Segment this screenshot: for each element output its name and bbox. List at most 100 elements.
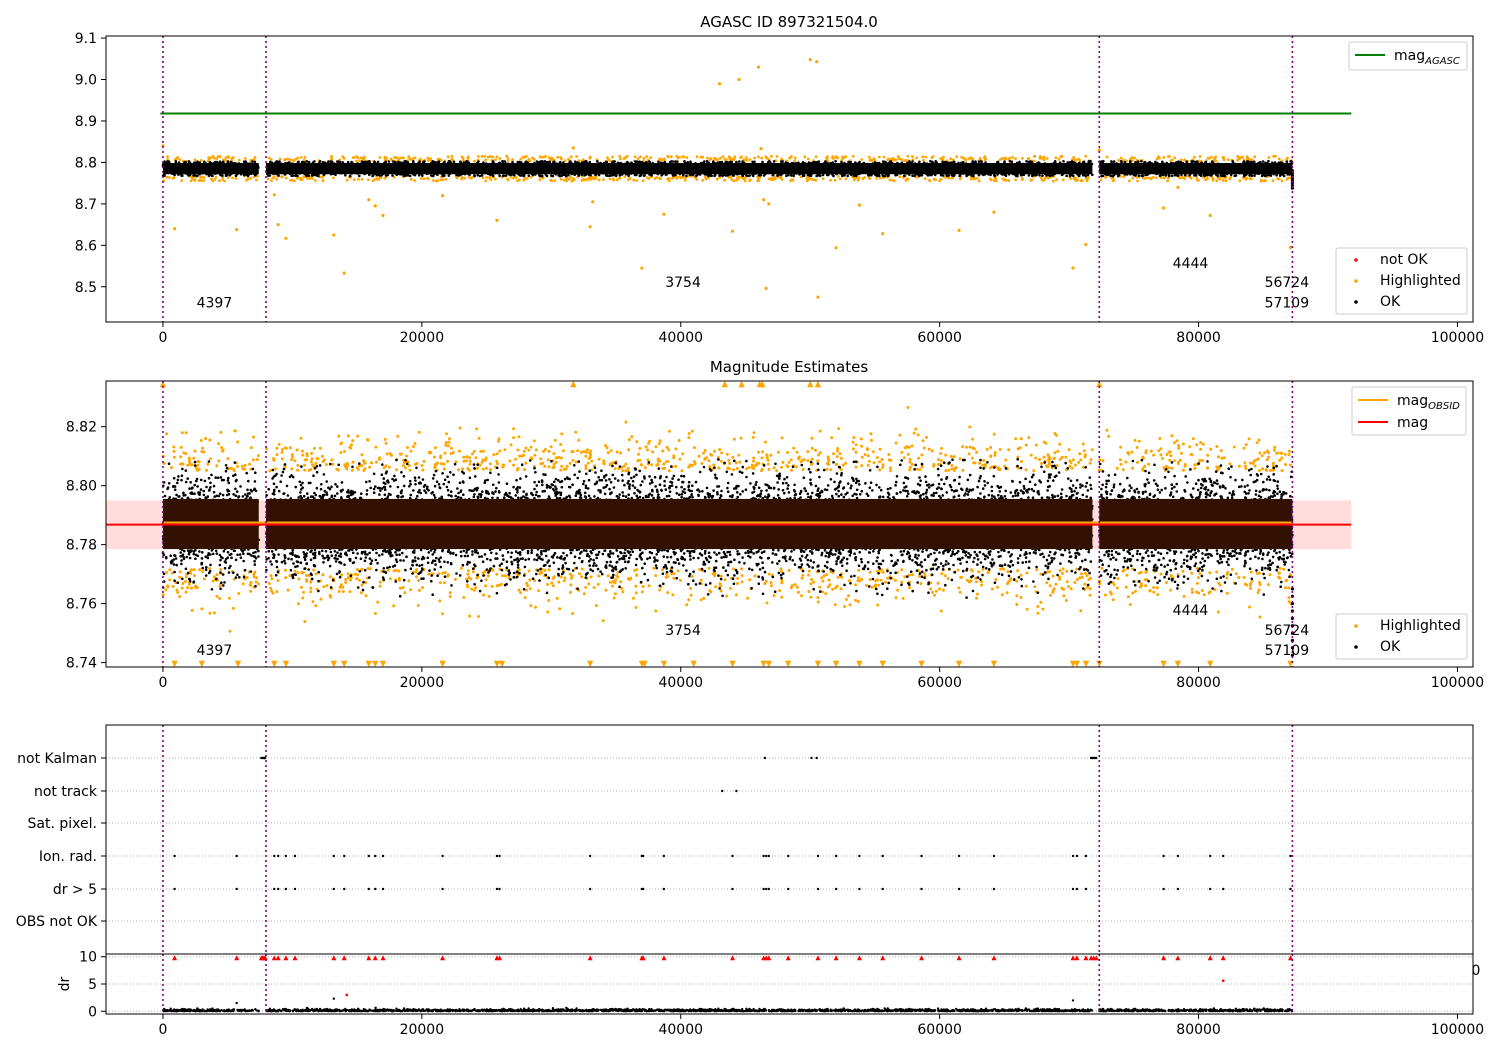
clipped-marker: [660, 660, 668, 667]
flag-category-label: dr > 5: [53, 882, 97, 898]
clipped-marker: [955, 660, 963, 667]
x-tick-label: 100000: [1431, 675, 1484, 691]
x-tick-label: 20000: [400, 675, 445, 691]
clipped-marker: [721, 381, 728, 388]
ok-tail-points: [1290, 169, 1294, 190]
clipped-marker: [759, 381, 766, 388]
flag-category-label: Ion. rad.: [39, 849, 97, 865]
clipped-marker: [690, 660, 697, 667]
dr-clipped-marker: [271, 955, 277, 961]
middle-legend-highlighted: Highlighted: [1380, 618, 1461, 634]
top-scatter-legend: not OK Highlighted OK: [1335, 247, 1468, 315]
dr-clipped-marker: [341, 955, 347, 961]
dr-clipped-marker: [956, 955, 962, 961]
dr-clipped-marker: [919, 955, 925, 961]
obsid-label: 4444: [1173, 256, 1209, 272]
clipped-marker: [1082, 660, 1090, 667]
dr-clipped-marker: [991, 955, 997, 961]
clipped-marker: [159, 381, 167, 388]
obsid-label: 56724: [1265, 275, 1310, 291]
y-tick-label: 9.1: [75, 31, 97, 47]
clipped-marker: [814, 660, 822, 667]
clipped-marker: [282, 660, 290, 667]
dr-clipped-marker: [1083, 955, 1089, 961]
top-legend-mag-label: mag: [1394, 48, 1425, 64]
flags-plot-area: [106, 725, 1473, 954]
y-tick-label: 8.78: [66, 538, 97, 554]
top-axes-frame: [105, 35, 1474, 323]
middle-panel: Magnitude Estimates 0 20000 40000 60000 8000…: [66, 358, 1484, 691]
clipped-marker: [807, 381, 814, 388]
clipped-marker: [832, 660, 840, 667]
dr-points: [162, 1006, 1294, 1013]
flag-category-label: OBS not OK: [16, 914, 98, 930]
dr-clipped-marker: [856, 955, 862, 961]
top-line-legend: magAGASC: [1348, 41, 1468, 71]
middle-y-axis: 8.74 8.76 8.78 8.80 8.82: [66, 420, 106, 672]
dr-clipped-marker: [815, 955, 821, 961]
flag-category-label: Sat. pixel.: [28, 816, 97, 832]
clipped-marker: [570, 381, 577, 388]
top-y-axis: 8.5 8.6 8.7 8.8 8.9 9.0 9.1: [75, 31, 106, 296]
obsid-label: 3754: [665, 623, 701, 639]
top-chart-title: AGASC ID 897321504.0: [700, 13, 878, 31]
x-tick-label: 100000: [1431, 330, 1484, 346]
clipped-marker: [365, 660, 372, 667]
top-legend-highlighted: Highlighted: [1380, 273, 1461, 289]
clipped-marker: [641, 660, 648, 667]
flag-points: [721, 789, 738, 793]
dr-points: [235, 979, 1225, 1005]
top-legend-mag-sub: AGASC: [1424, 56, 1460, 67]
clipped-marker: [760, 660, 767, 667]
y-tick-label: 5: [88, 977, 97, 993]
x-tick-label: 80000: [1176, 330, 1221, 346]
dr-clipped-marker: [1070, 955, 1076, 961]
clipped-marker: [918, 660, 925, 667]
dr-clipped-marker: [785, 955, 791, 961]
obsid-label: 57109: [1265, 295, 1310, 311]
middle-legend-mag-label: mag: [1397, 415, 1428, 431]
dr-clipped-marker: [275, 955, 281, 961]
flag-points: [173, 887, 1292, 891]
y-tick-label: 8.6: [75, 238, 97, 254]
dr-clipped-marker: [587, 955, 593, 961]
dr-clipped-marker: [1074, 955, 1080, 961]
clipped-marker: [729, 660, 736, 667]
clipped-marker: [814, 381, 822, 388]
dr-red-points: [345, 979, 1225, 997]
clipped-marker: [340, 660, 348, 667]
x-tick-label: 0: [158, 675, 167, 691]
dr-clipped-marker: [380, 955, 386, 961]
x-tick-label: 80000: [1176, 1022, 1221, 1038]
clipped-marker: [198, 660, 205, 667]
dr-clipped-marker: [1287, 955, 1293, 961]
clipped-marker: [785, 660, 792, 667]
flag-category-label: not Kalman: [17, 751, 97, 767]
ok-band: [162, 163, 259, 175]
obsid-label: 4397: [197, 643, 233, 659]
dr-clipped-marker: [497, 955, 503, 961]
top-obsid-labels: 4397 3754 4444 56724 57109: [197, 256, 1310, 311]
dr-clipped-marker: [372, 955, 378, 961]
clipped-marker: [493, 660, 501, 667]
dr-clipped-marker: [283, 955, 289, 961]
clipped-marker: [1160, 660, 1167, 667]
clipped-marker: [765, 660, 772, 667]
dr-panel: 0 20000 40000 60000 80000 100000 0 5 10 dr 0: [57, 950, 1484, 1038]
middle-axes-frame: [105, 380, 1474, 668]
clipped-marker: [498, 660, 506, 667]
obsid-label: 56724: [1265, 623, 1310, 639]
middle-obsid-labels: 4397 3754 4444 56724 57109: [197, 603, 1310, 659]
dr-clipped-marker: [661, 955, 667, 961]
x-tick-label: 100000: [1431, 1022, 1484, 1038]
svg-text:magAGASC: magAGASC: [1394, 48, 1460, 67]
dr-clipped-marker: [1093, 955, 1099, 961]
clipped-marker: [372, 660, 379, 667]
top-legend-not-ok: not OK: [1380, 252, 1428, 268]
highlighted-outlier-points: [173, 185, 1293, 299]
x-tick-label: 40000: [658, 330, 703, 346]
obsid-label: 3754: [665, 275, 701, 291]
top-legend-ok: OK: [1380, 294, 1401, 310]
obsid-label: 4444: [1173, 603, 1209, 619]
